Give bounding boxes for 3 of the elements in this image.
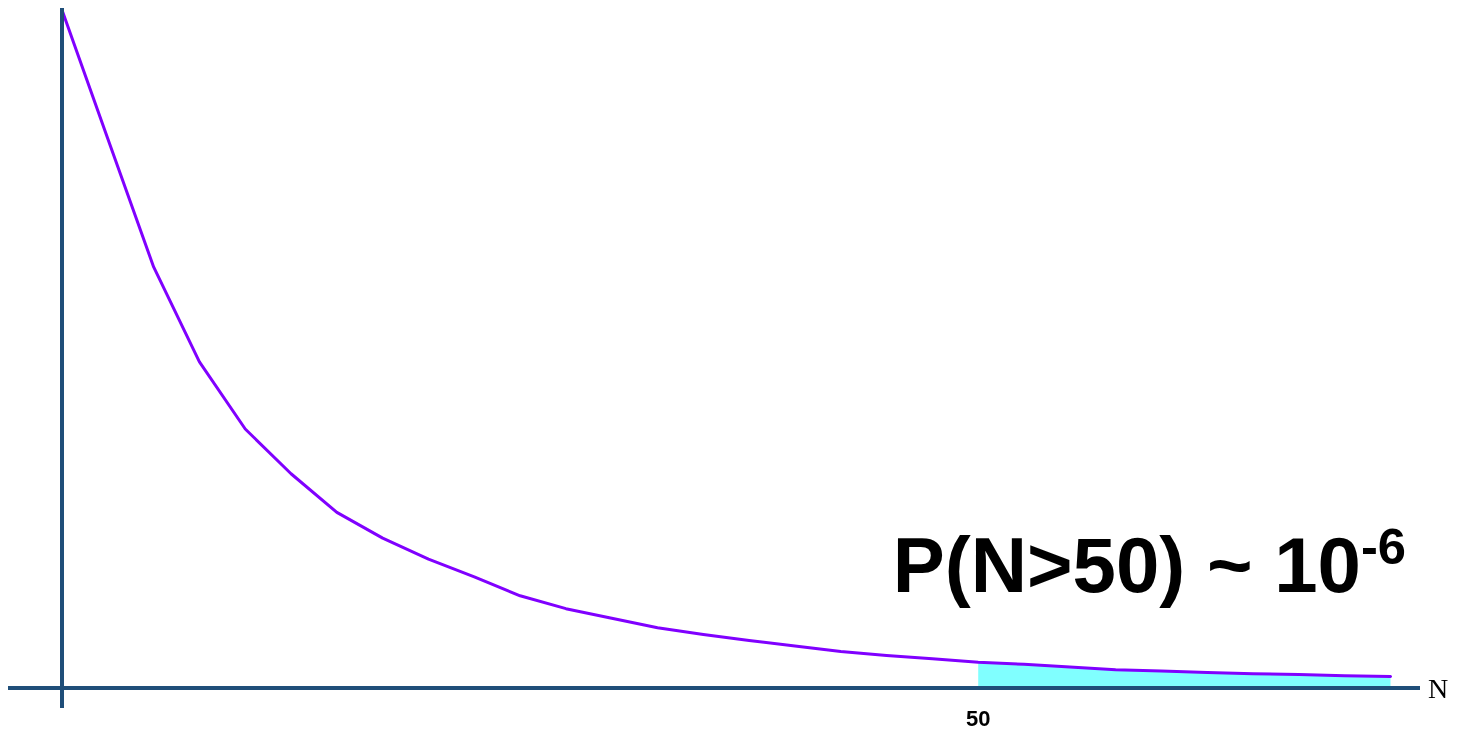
x-axis-title: N bbox=[1428, 673, 1449, 704]
annotation: P(N>50) ~ 10$^{-6}$ bbox=[892, 517, 1406, 609]
text: 50 bbox=[965, 706, 991, 731]
